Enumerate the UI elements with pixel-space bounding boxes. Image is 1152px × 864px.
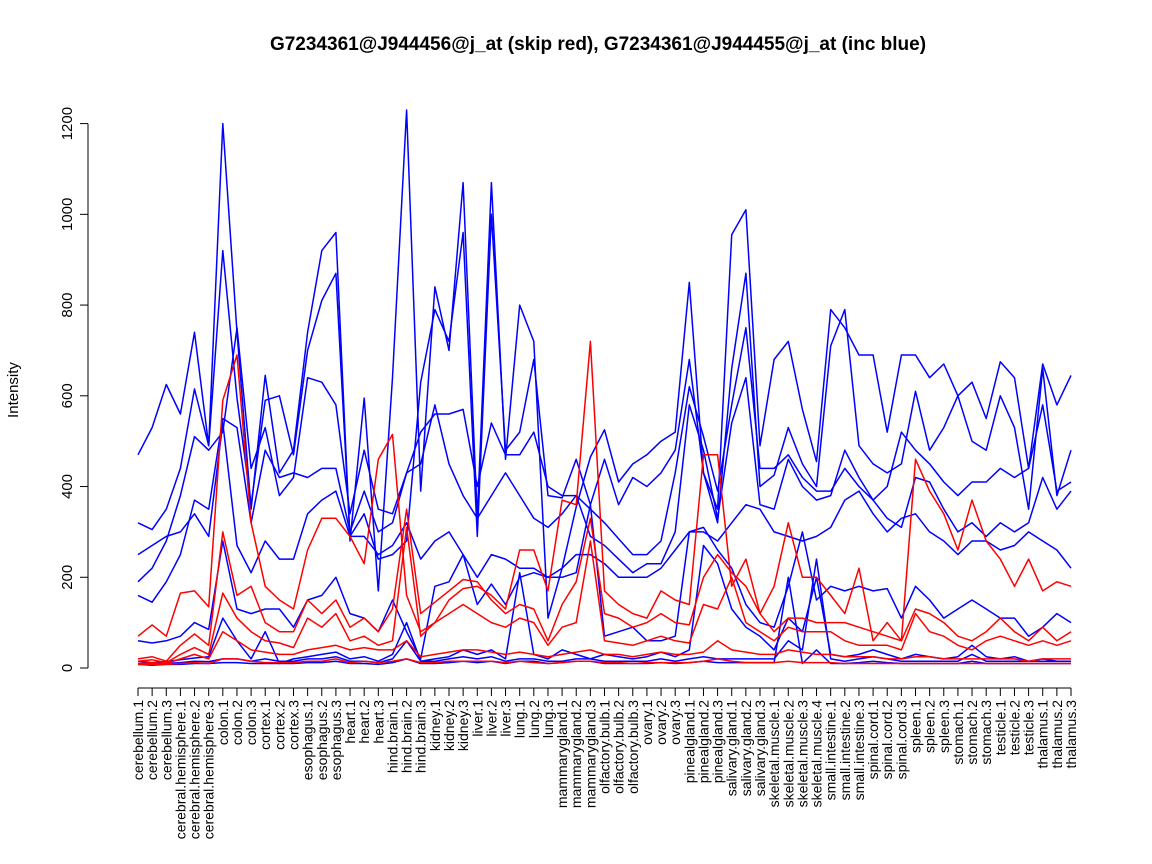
x-tick-label: ovary.2 xyxy=(653,700,669,745)
x-tick-label: heart.2 xyxy=(356,700,372,744)
y-tick-label: 200 xyxy=(59,565,76,590)
x-tick-label: lung.2 xyxy=(526,700,542,738)
x-tick-label: small.intestine.2 xyxy=(837,700,853,801)
x-tick-label: skeletal.muscle.4 xyxy=(809,700,825,808)
x-tick-label: colon.1 xyxy=(215,700,231,745)
x-tick-label: thalamus.3 xyxy=(1063,700,1079,769)
x-tick-label: heart.1 xyxy=(342,700,358,744)
x-tick-label: stomach.2 xyxy=(964,700,980,765)
x-tick-label: ovary.1 xyxy=(639,700,655,745)
chart-title: G7234361@J944456@j_at (skip red), G72343… xyxy=(270,34,926,55)
series-line-inc-4 xyxy=(137,376,1072,603)
x-tick-label: liver.3 xyxy=(498,700,514,737)
x-tick-label: mammarygland.2 xyxy=(568,700,584,808)
series-line-inc-1 xyxy=(137,109,1072,619)
y-axis: 0 200 400 600 800 1000 1200 xyxy=(59,107,89,672)
x-tick-label: liver.2 xyxy=(483,700,499,737)
x-tick-label: salivary.gland.2 xyxy=(738,700,754,796)
x-tick-label: cerebral.hemisphere.3 xyxy=(201,700,217,840)
x-tick-label: spleen.1 xyxy=(908,700,924,753)
x-tick-label: liver.1 xyxy=(469,700,485,737)
x-tick-label: olfactory.bulb.1 xyxy=(597,700,613,794)
x-axis: cerebellum.1cerebellum.2cerebellum.3cere… xyxy=(130,687,1079,840)
x-tick-label: pinealgland.2 xyxy=(695,700,711,784)
x-tick-label: pinealgland.3 xyxy=(710,700,726,784)
x-tick-label: cortex.2 xyxy=(271,700,287,750)
x-tick-label: cerebellum.2 xyxy=(144,700,160,780)
x-tick-label: hind.brain.2 xyxy=(399,700,415,773)
x-tick-label: cerebellum.1 xyxy=(130,700,146,780)
y-tick-label: 800 xyxy=(59,293,76,318)
x-tick-label: colon.2 xyxy=(229,700,245,745)
x-tick-label: thalamus.1 xyxy=(1035,700,1051,769)
x-tick-label: skeletal.muscle.2 xyxy=(780,700,796,808)
x-tick-label: kidney.3 xyxy=(455,700,471,751)
x-tick-label: testicle.3 xyxy=(1021,700,1037,755)
series-line-skip-13 xyxy=(137,630,1071,665)
x-tick-label: cortex.3 xyxy=(286,700,302,750)
x-tick-label: lung.1 xyxy=(512,700,528,738)
x-tick-label: testicle.1 xyxy=(992,700,1008,755)
series-line-inc-3 xyxy=(137,327,1072,583)
x-tick-label: skeletal.muscle.3 xyxy=(794,700,810,808)
x-tick-label: thalamus.2 xyxy=(1049,700,1065,769)
x-tick-label: small.intestine.1 xyxy=(823,700,839,801)
x-tick-label: small.intestine.3 xyxy=(851,700,867,801)
series-line-skip-11 xyxy=(137,508,1072,662)
series-line-skip-10 xyxy=(137,340,1072,642)
x-tick-label: hind.brain.3 xyxy=(413,700,429,773)
x-tick-label: cerebellum.3 xyxy=(158,700,174,780)
x-tick-label: ovary.3 xyxy=(667,700,683,745)
x-tick-label: colon.3 xyxy=(243,700,259,745)
y-tick-label: 1000 xyxy=(59,198,76,231)
x-tick-label: spinal.cord.2 xyxy=(879,700,895,780)
x-tick-label: salivary.gland.1 xyxy=(724,700,740,796)
y-tick-label: 1200 xyxy=(59,107,76,140)
series-line-skip-14 xyxy=(138,658,1071,666)
x-tick-label: esophagus.2 xyxy=(314,700,330,780)
x-tick-label: olfactory.bulb.2 xyxy=(611,700,627,794)
x-tick-label: olfactory.bulb.3 xyxy=(625,700,641,794)
x-tick-label: cerebral.hemisphere.1 xyxy=(172,700,188,840)
series-layer xyxy=(137,109,1072,667)
x-tick-label: spleen.3 xyxy=(936,700,952,753)
x-tick-label: mammarygland.3 xyxy=(582,700,598,808)
y-tick-label: 0 xyxy=(59,664,76,672)
x-tick-label: cerebral.hemisphere.2 xyxy=(187,700,203,840)
x-tick-label: lung.3 xyxy=(540,700,556,738)
series-line-inc-8 xyxy=(137,558,1071,666)
x-tick-label: stomach.3 xyxy=(978,700,994,765)
x-tick-label: esophagus.1 xyxy=(300,700,316,780)
y-tick-label: 400 xyxy=(59,474,76,499)
x-tick-label: salivary.gland.3 xyxy=(752,700,768,796)
x-tick-label: skeletal.muscle.1 xyxy=(766,700,782,808)
series-line-inc-2 xyxy=(137,213,1072,560)
x-tick-label: hind.brain.1 xyxy=(384,700,400,773)
x-tick-label: testicle.2 xyxy=(1006,700,1022,755)
x-tick-label: cortex.1 xyxy=(257,700,273,750)
x-tick-label: kidney.1 xyxy=(427,700,443,751)
x-tick-label: spleen.2 xyxy=(922,700,938,753)
series-line-inc-5 xyxy=(137,422,1072,579)
x-tick-label: spinal.cord.1 xyxy=(865,700,881,780)
x-tick-label: pinealgland.1 xyxy=(681,700,697,784)
x-tick-label: mammarygland.1 xyxy=(554,700,570,808)
x-tick-label: esophagus.3 xyxy=(328,700,344,780)
x-tick-label: heart.3 xyxy=(370,700,386,744)
x-tick-label: spinal.cord.3 xyxy=(893,700,909,780)
y-tick-label: 600 xyxy=(59,383,76,408)
x-tick-label: stomach.1 xyxy=(950,700,966,765)
series-line-skip-12 xyxy=(137,526,1072,664)
y-axis-label: Intensity xyxy=(5,362,22,418)
x-tick-label: kidney.2 xyxy=(441,700,457,751)
